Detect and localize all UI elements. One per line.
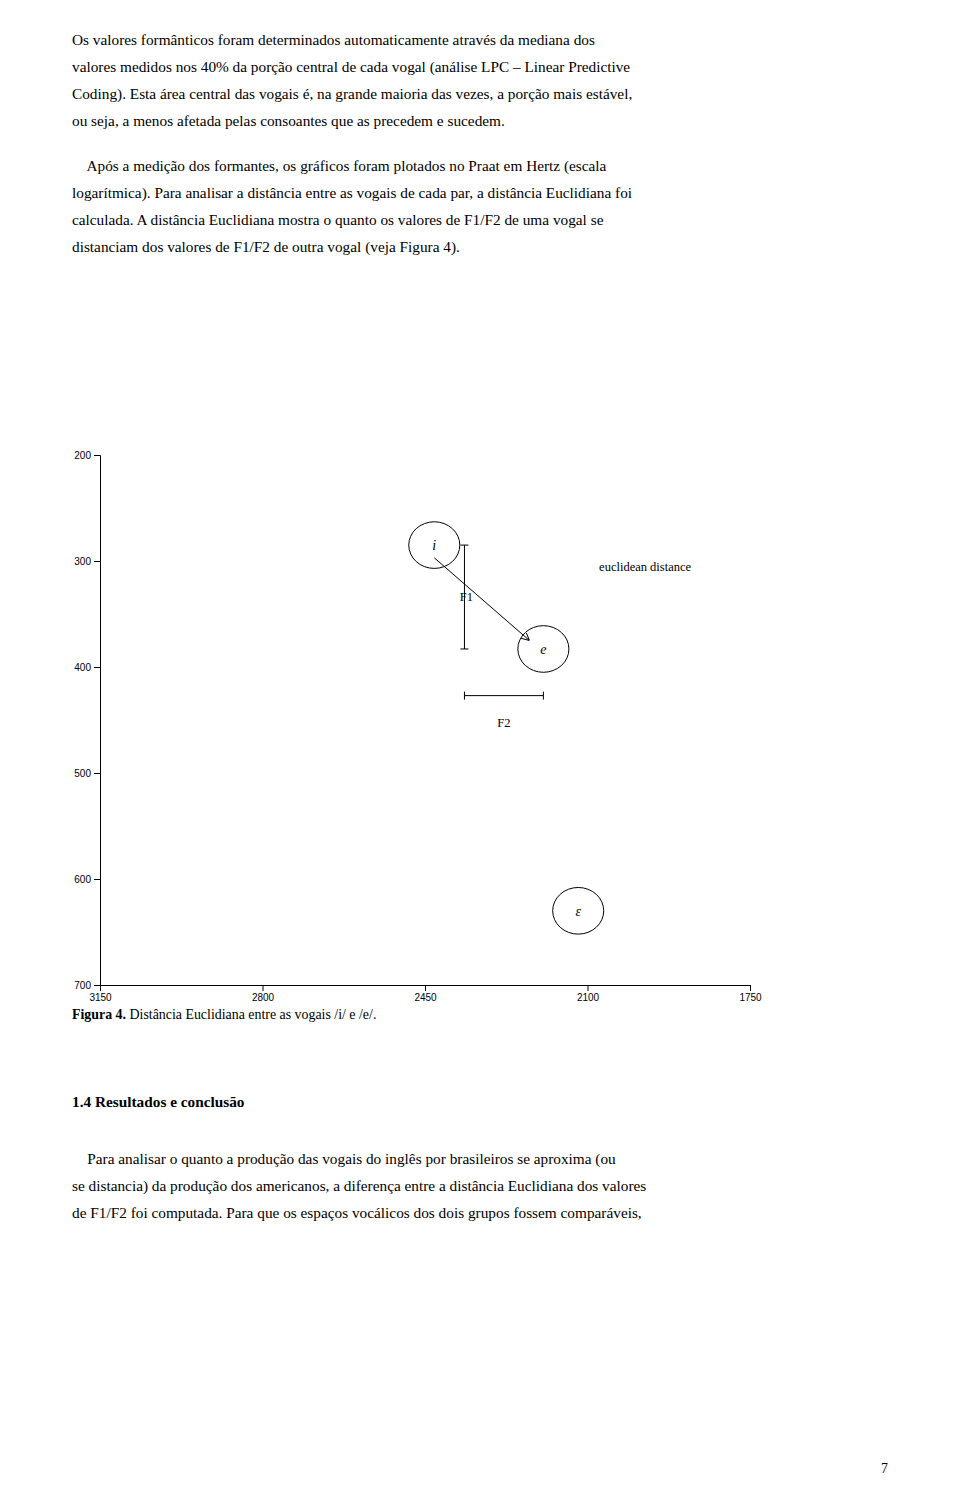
bracket-cap [460,648,468,649]
tick-mark [588,985,589,991]
body-text: de F1/F2 foi computada. Para que os espa… [72,1204,642,1221]
tick-mark [94,985,100,986]
tick-mark [94,561,100,562]
tick-label: 2450 [414,992,437,1003]
tick: 2100 [577,985,600,1003]
vowel-label: ε [575,904,581,919]
page-number: 7 [881,1461,888,1476]
tick: 3150 [89,985,112,1003]
tick-label: 600 [74,874,91,885]
body-text: se distancia) da produção dos americanos… [72,1177,646,1195]
body-text: Para analisar o quanto a produção das vo… [72,1150,616,1168]
plot: 3150 2800 2450 2100 1750 200 300 400 500 600 700 i e… [74,450,762,1003]
tick-mark [750,985,751,991]
body-text: Após a medição dos formantes, os gráfico… [72,157,607,175]
y-axis: 200 300 400 500 600 700 [74,450,100,991]
tick-mark [94,667,100,668]
tick-label: 300 [74,556,91,567]
tick: 200 [74,450,100,461]
tick-mark [94,455,100,456]
axis-line [101,986,751,992]
axis-line [94,456,101,986]
labels: i e ε [432,538,581,919]
caption-label: Figura 4. [72,1007,126,1022]
annotation-label: F2 [497,716,510,730]
tick-mark [94,773,100,774]
vowel-label: i [432,538,436,553]
tick-label: 2100 [577,992,600,1003]
body-text: Os valores formânticos foram determinado… [72,31,595,48]
tick-mark [263,985,264,991]
vowel-label: e [540,642,546,657]
tick: 2450 [414,985,437,1003]
body-text: calculada. A distância Euclidiana mostra… [72,211,604,228]
annotation-label: F1 [460,590,473,604]
body-text: valores medidos nos 40% da porção centra… [72,58,630,76]
vowel-ellipse [409,522,460,569]
tick-mark [425,985,426,991]
tick: 300 [74,556,100,567]
bracket-cap [543,692,544,700]
tick-mark [94,879,100,880]
body-text: Coding). Esta área central das vogais é,… [72,85,632,103]
bracket [464,695,543,696]
arrow [434,558,529,641]
page: Os valores formânticos foram determinado… [0,0,960,1490]
tick: 400 [74,662,100,673]
bracket-cap [460,545,468,546]
tick-label: 2800 [252,992,275,1003]
caption: Figura 4. Distância Euclidiana entre as … [72,1007,376,1022]
marks [409,522,604,934]
bracket-cap [464,692,465,700]
vowel-ellipse [518,626,569,673]
annotations: F1 F2 euclidean distance [434,545,691,730]
body-text: distanciam dos valores de F1/F2 de outra… [72,238,460,256]
tick-label: 3150 [89,992,112,1003]
tick-label: 1750 [739,992,762,1003]
tick: 600 [74,874,100,885]
body-text: logarítmica). Para analisar a distância … [72,184,632,202]
caption-text: Distância Euclidiana entre as vogais /i/… [126,1007,376,1022]
tick-label: 700 [74,980,91,991]
tick: 2800 [252,985,275,1003]
body-text: ou seja, a menos afetada pelas consoante… [72,112,505,129]
x-axis: 3150 2800 2450 2100 1750 [89,985,762,1003]
tick-label: 400 [74,662,91,673]
tick-label: 200 [74,450,91,461]
vowel-ellipse [553,887,604,934]
tick: 1750 [739,985,762,1003]
tick-label: 500 [74,768,91,779]
section-heading: 1.4 Resultados e conclusão [72,1093,245,1110]
annotation-label: euclidean distance [599,560,691,574]
tick: 500 [74,768,100,779]
tick: 700 [74,980,100,991]
